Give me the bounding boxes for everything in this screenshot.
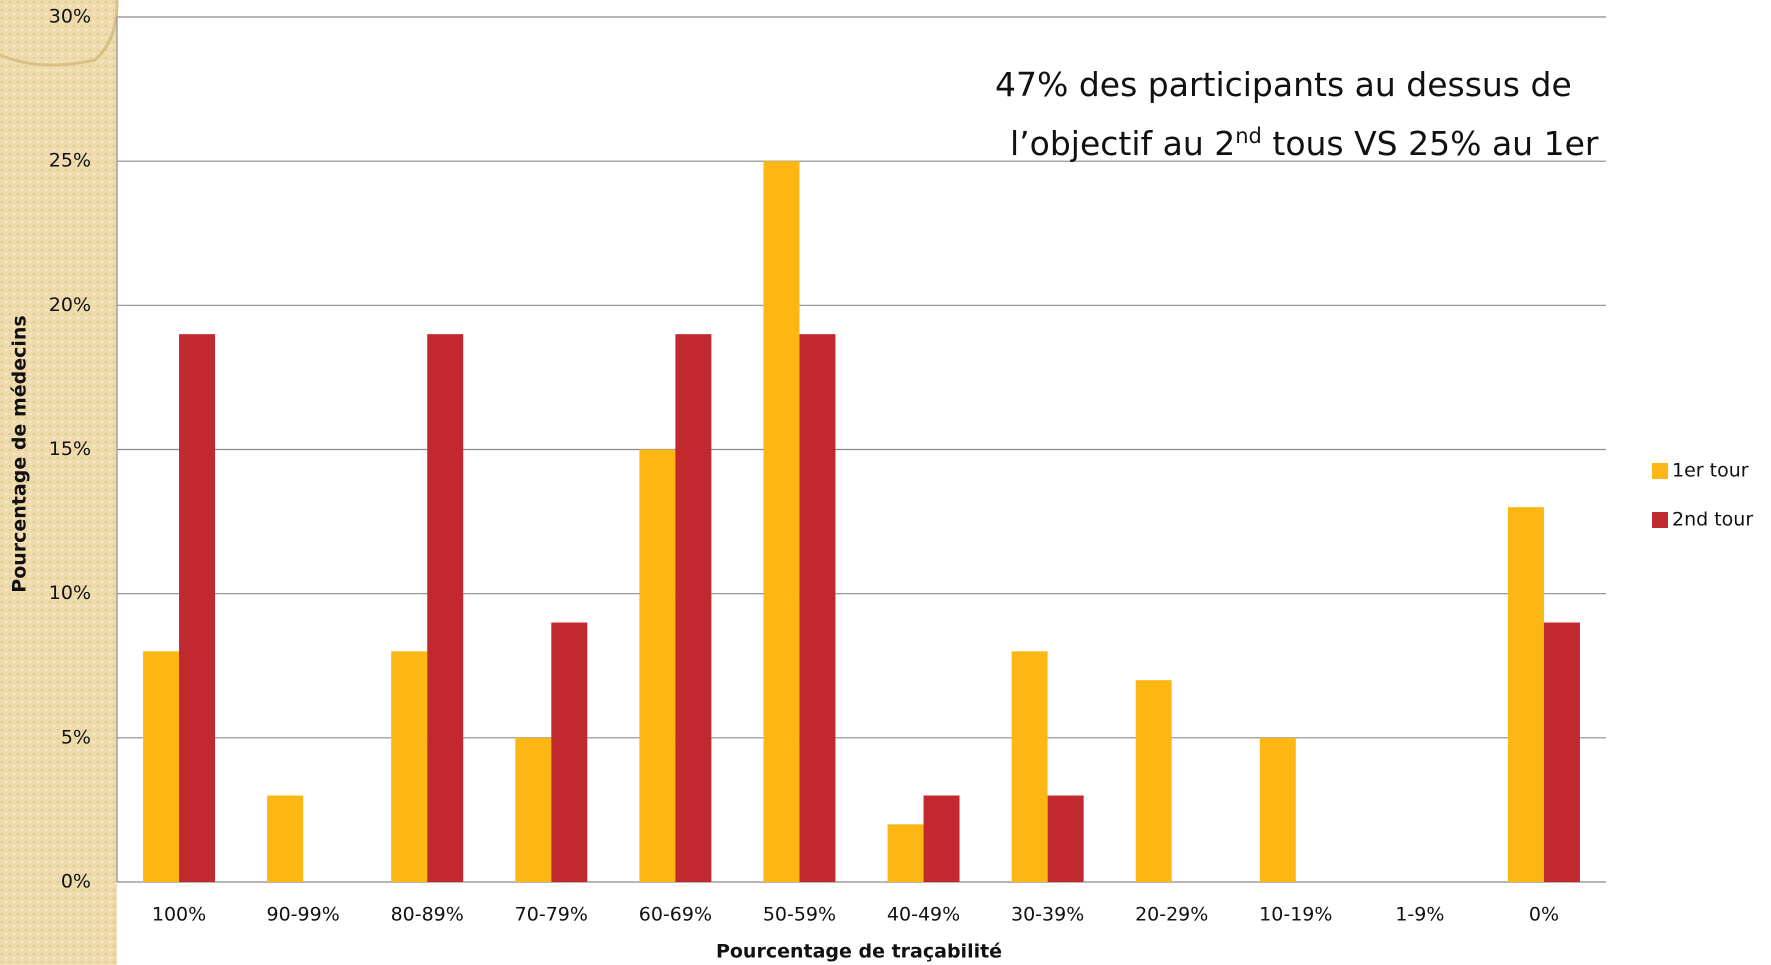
bar [267, 795, 304, 882]
bar [143, 651, 180, 882]
y-tick-label: 0% [61, 871, 91, 893]
x-tick-label: 90-99% [266, 904, 339, 926]
bar [923, 795, 960, 882]
bar [551, 622, 588, 882]
bar [179, 334, 216, 883]
y-tick-label: 20% [49, 294, 91, 316]
decoration [0, 0, 119, 67]
y-tick-label: 30% [49, 6, 91, 28]
x-tick-label: 40-49% [887, 904, 960, 926]
legend-swatch [1652, 512, 1668, 528]
bar [1507, 507, 1544, 882]
legend-swatch [1652, 463, 1668, 479]
legend-label: 2nd tour [1672, 509, 1753, 531]
annotation: 47% des participants au dessus de [995, 65, 1572, 104]
y-axis-title: Pourcentage de médecins [9, 315, 31, 592]
bar [675, 334, 712, 883]
y-tick-label: 25% [49, 150, 91, 172]
bar [887, 824, 924, 882]
bar [1135, 680, 1172, 882]
x-tick-label: 60-69% [639, 904, 712, 926]
bar [763, 161, 800, 882]
x-tick-label: 100% [152, 904, 206, 926]
x-tick-label: 0% [1529, 904, 1559, 926]
annotation: l’objectif au 2nd tous VS 25% au 1er [1010, 124, 1599, 163]
x-tick-label: 30-39% [1011, 904, 1084, 926]
annotation-part: l’objectif au 2 [1010, 124, 1235, 163]
x-tick-label: 50-59% [763, 904, 836, 926]
y-tick-label: 15% [49, 438, 91, 460]
x-tick-label: 1-9% [1395, 904, 1444, 926]
bar [391, 651, 428, 882]
annotation-part: tous VS 25% au 1er [1262, 124, 1599, 163]
bar [799, 334, 836, 883]
bar [515, 737, 552, 882]
annotation-part: nd [1235, 124, 1262, 148]
x-tick-label: 80-89% [391, 904, 464, 926]
x-axis-title: Pourcentage de traçabilité [716, 941, 1002, 963]
bar [1047, 795, 1084, 882]
x-tick-label: 70-79% [515, 904, 588, 926]
x-tick-label: 10-19% [1259, 904, 1332, 926]
bar [1259, 737, 1296, 882]
legend-label: 1er tour [1672, 460, 1749, 482]
y-tick-label: 10% [49, 582, 91, 604]
bar [1543, 622, 1580, 882]
bar [639, 449, 676, 882]
bar [1011, 651, 1048, 882]
bar [427, 334, 464, 883]
annotation-part: 47% des participants au dessus de [995, 65, 1572, 104]
x-tick-label: 20-29% [1135, 904, 1208, 926]
y-tick-label: 5% [61, 726, 91, 748]
side-strip [0, 0, 117, 965]
